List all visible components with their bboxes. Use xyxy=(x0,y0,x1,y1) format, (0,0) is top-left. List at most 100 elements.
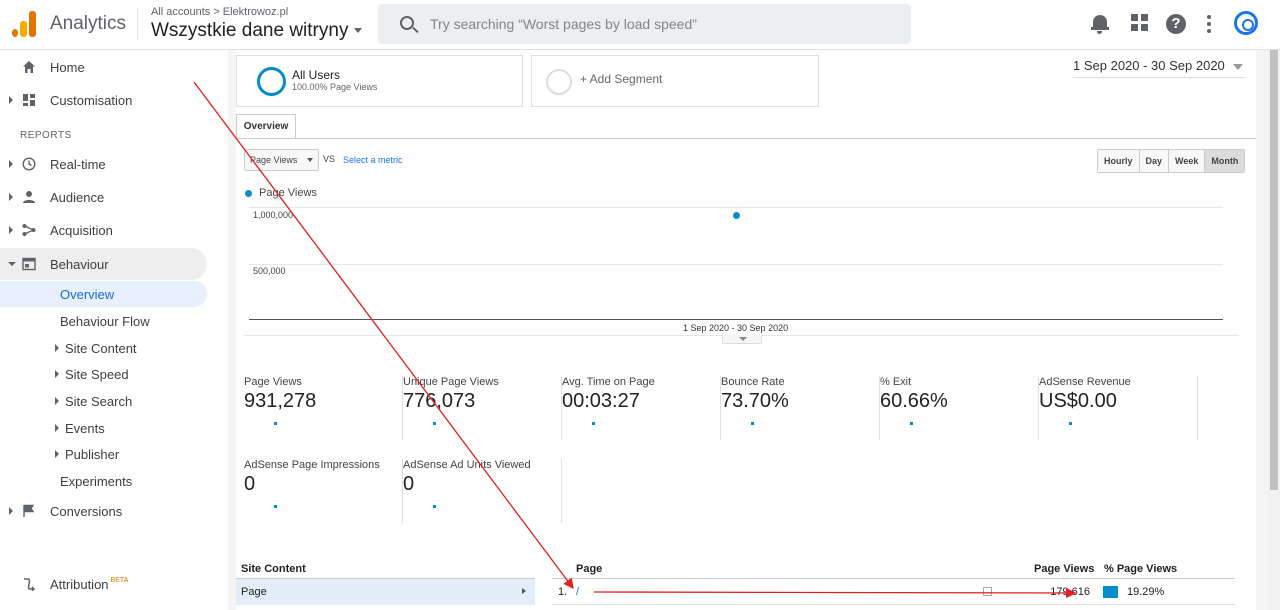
column-header-page-views[interactable]: Page Views xyxy=(1034,563,1095,575)
sidebar-item-label: Behaviour Flow xyxy=(60,314,150,329)
sparkline xyxy=(910,422,913,425)
y-tick-label: 1,000,000 xyxy=(253,210,294,220)
stat-value: 73.70% xyxy=(721,390,789,412)
sparkline xyxy=(274,505,277,508)
sidebar-item-label: Audience xyxy=(50,190,105,205)
account-breadcrumb[interactable]: All accounts > Elektrowoz.pl xyxy=(151,6,288,18)
sidebar-item-realtime[interactable]: Real-time xyxy=(0,148,207,180)
month-button[interactable]: Month xyxy=(1205,150,1245,172)
expand-arrow-icon xyxy=(55,424,59,432)
sidebar-item-audience[interactable]: Audience xyxy=(0,181,207,213)
sidebar-item-conversions[interactable]: Conversions xyxy=(0,495,207,527)
stat-unique-page-views[interactable]: Unique Page Views 776,073 xyxy=(403,376,562,440)
add-segment-label: + Add Segment xyxy=(580,72,663,86)
expand-arrow-icon xyxy=(55,450,59,458)
stat-value: 776,073 xyxy=(403,390,476,412)
breadcrumb-account[interactable]: Elektrowoz.pl xyxy=(222,6,289,18)
hourly-button[interactable]: Hourly xyxy=(1098,150,1140,172)
stat-name: AdSense Revenue xyxy=(1039,376,1131,388)
help-icon[interactable]: ? xyxy=(1166,14,1186,34)
open-external-icon[interactable] xyxy=(983,587,992,596)
stat-adsense-revenue[interactable]: AdSense Revenue US$0.00 xyxy=(1039,376,1198,440)
stat-avg-time-on-page[interactable]: Avg. Time on Page 00:03:27 xyxy=(562,376,721,440)
home-icon xyxy=(23,61,35,73)
stat-value: 0 xyxy=(403,473,415,495)
select-metric-link[interactable]: Select a metric xyxy=(343,155,403,165)
stat-adsense-page-impressions[interactable]: AdSense Page Impressions 0 xyxy=(244,459,403,523)
sidebar: Home Customisation REPORTS Real-time Aud… xyxy=(0,50,228,610)
expand-arrow-icon xyxy=(9,193,13,201)
stat-adsense-ad-units-viewed[interactable]: AdSense Ad Units Viewed 0 xyxy=(403,459,562,523)
share-bar xyxy=(1103,586,1119,598)
apps-grid-icon[interactable] xyxy=(1130,13,1152,35)
legend-label-page-views: Page Views xyxy=(259,187,317,199)
sparkline xyxy=(433,505,436,508)
stat-value: 60.66% xyxy=(880,390,948,412)
date-range-picker[interactable]: 1 Sep 2020 - 30 Sep 2020 xyxy=(1073,58,1245,78)
add-segment-button[interactable]: + Add Segment xyxy=(531,55,819,107)
y-tick-label: 500,000 xyxy=(253,266,286,276)
segment-title: All Users xyxy=(292,68,341,82)
day-button[interactable]: Day xyxy=(1139,150,1170,172)
view-selector[interactable]: Wszystkie dane witryny xyxy=(151,20,363,42)
sidebar-item-customisation[interactable]: Customisation xyxy=(0,84,207,116)
scrollbar-thumb[interactable] xyxy=(1270,50,1278,490)
page-path-link[interactable]: / xyxy=(576,586,580,598)
expand-arrow-icon xyxy=(9,160,13,168)
search-input[interactable] xyxy=(430,14,890,34)
gridline xyxy=(249,207,1223,208)
sidebar-item-behaviour[interactable]: Behaviour xyxy=(0,248,207,280)
sidebar-item-label: Real-time xyxy=(50,157,106,172)
sidebar-item-attribution[interactable]: Attribution BETA xyxy=(0,568,207,600)
expand-arrow-icon xyxy=(9,226,13,234)
analytics-logo-icon[interactable] xyxy=(12,11,36,37)
sidebar-item-site-speed[interactable]: Site Speed xyxy=(0,361,207,387)
segment-all-users[interactable]: All Users 100.00% Page Views xyxy=(236,55,523,107)
sidebar-item-publisher[interactable]: Publisher xyxy=(0,441,207,467)
search-bar[interactable] xyxy=(378,4,911,44)
metric-selector-value: Page Views xyxy=(250,155,298,165)
stat-bounce-rate[interactable]: Bounce Rate 73.70% xyxy=(721,376,880,440)
legend-marker-page-views xyxy=(245,190,252,197)
sidebar-item-acquisition[interactable]: Acquisition xyxy=(0,214,207,246)
sidebar-item-overview[interactable]: Overview xyxy=(0,281,207,307)
stat-name: Bounce Rate xyxy=(721,376,785,388)
stat-name: % Exit xyxy=(880,376,912,388)
column-header-page-views-share[interactable]: % Page Views xyxy=(1104,563,1178,575)
attribution-label: Attribution xyxy=(50,577,109,592)
sidebar-item-site-search[interactable]: Site Search xyxy=(0,388,207,414)
sidebar-item-home[interactable]: Home xyxy=(0,51,207,83)
sidebar-item-experiments[interactable]: Experiments xyxy=(0,468,207,494)
search-icon xyxy=(400,16,414,30)
gridline xyxy=(249,264,1223,265)
behaviour-icon xyxy=(22,257,36,271)
expand-arrow-icon xyxy=(55,397,59,405)
breadcrumb-root[interactable]: All accounts xyxy=(151,6,211,18)
account-avatar-icon[interactable] xyxy=(1234,11,1258,35)
sidebar-item-label: Site Content xyxy=(65,341,137,356)
caret-down-icon xyxy=(1233,64,1243,70)
attribution-icon xyxy=(24,578,36,591)
data-point-page-views[interactable] xyxy=(733,211,740,219)
site-content-row-page[interactable]: Page xyxy=(236,579,535,605)
stat-name: AdSense Page Impressions xyxy=(244,459,380,471)
sparkline xyxy=(433,422,436,425)
stat-exit-rate[interactable]: % Exit 60.66% xyxy=(880,376,1039,440)
more-vert-icon[interactable] xyxy=(1206,13,1212,35)
main-content: All Users 100.00% Page Views + Add Segme… xyxy=(228,50,1268,610)
chart-collapse-handle[interactable] xyxy=(722,335,762,344)
sidebar-item-events[interactable]: Events xyxy=(0,415,207,441)
notifications-bell-icon[interactable] xyxy=(1090,13,1112,35)
sidebar-item-behaviour-flow[interactable]: Behaviour Flow xyxy=(0,308,207,334)
sidebar-item-site-content[interactable]: Site Content xyxy=(0,335,207,361)
x-axis xyxy=(249,319,1223,320)
vertical-scrollbar[interactable] xyxy=(1268,50,1280,610)
column-header-page[interactable]: Page xyxy=(576,563,603,575)
breadcrumb-separator: > xyxy=(213,6,220,18)
tab-overview[interactable]: Overview xyxy=(236,114,296,139)
week-button[interactable]: Week xyxy=(1169,150,1206,172)
metric-selector[interactable]: Page Views xyxy=(244,149,319,171)
sidebar-item-label: Publisher xyxy=(65,447,120,462)
app-title: Analytics xyxy=(50,13,127,34)
stat-page-views[interactable]: Page Views 931,278 xyxy=(244,376,403,440)
